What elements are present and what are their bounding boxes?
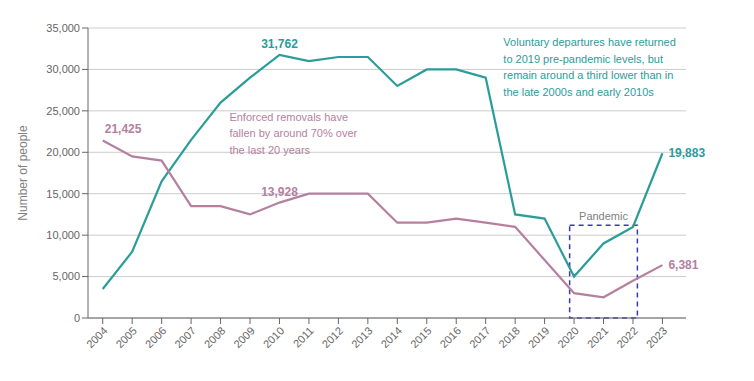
- svg-text:31,762: 31,762: [261, 37, 298, 51]
- svg-text:2014: 2014: [378, 324, 404, 350]
- svg-text:5,000: 5,000: [52, 270, 80, 282]
- svg-text:Pandemic: Pandemic: [579, 210, 628, 222]
- svg-text:2010: 2010: [261, 324, 287, 350]
- svg-text:0: 0: [74, 312, 80, 324]
- svg-text:2017: 2017: [467, 324, 493, 350]
- svg-text:35,000: 35,000: [46, 22, 80, 34]
- svg-text:2011: 2011: [291, 324, 316, 349]
- svg-text:2008: 2008: [202, 324, 228, 350]
- svg-text:19,883: 19,883: [668, 146, 705, 160]
- svg-text:2021: 2021: [585, 324, 611, 350]
- svg-text:25,000: 25,000: [46, 105, 80, 117]
- svg-text:30,000: 30,000: [46, 63, 80, 75]
- svg-text:2005: 2005: [113, 324, 139, 350]
- svg-text:Number of people: Number of people: [16, 125, 30, 221]
- svg-text:20,000: 20,000: [46, 146, 80, 158]
- svg-text:6,381: 6,381: [668, 258, 698, 272]
- svg-text:Enforced removals havefallen b: Enforced removals havefallen by around 7…: [229, 111, 357, 156]
- svg-text:2007: 2007: [172, 324, 198, 350]
- svg-text:2006: 2006: [143, 324, 169, 350]
- svg-text:2016: 2016: [437, 324, 463, 350]
- svg-text:2019: 2019: [526, 324, 552, 350]
- svg-text:Voluntary departures have retu: Voluntary departures have returnedto 201…: [503, 36, 675, 98]
- svg-text:2004: 2004: [84, 324, 110, 350]
- svg-text:2015: 2015: [408, 324, 434, 350]
- svg-text:2013: 2013: [349, 324, 375, 350]
- svg-text:2020: 2020: [555, 324, 581, 350]
- svg-text:2009: 2009: [231, 324, 257, 350]
- svg-text:2022: 2022: [614, 324, 640, 350]
- svg-text:13,928: 13,928: [261, 185, 298, 199]
- svg-text:2023: 2023: [644, 324, 670, 350]
- svg-text:10,000: 10,000: [46, 229, 80, 241]
- svg-text:2012: 2012: [320, 324, 346, 350]
- svg-text:2018: 2018: [496, 324, 522, 350]
- svg-text:15,000: 15,000: [46, 188, 80, 200]
- svg-text:21,425: 21,425: [105, 122, 142, 136]
